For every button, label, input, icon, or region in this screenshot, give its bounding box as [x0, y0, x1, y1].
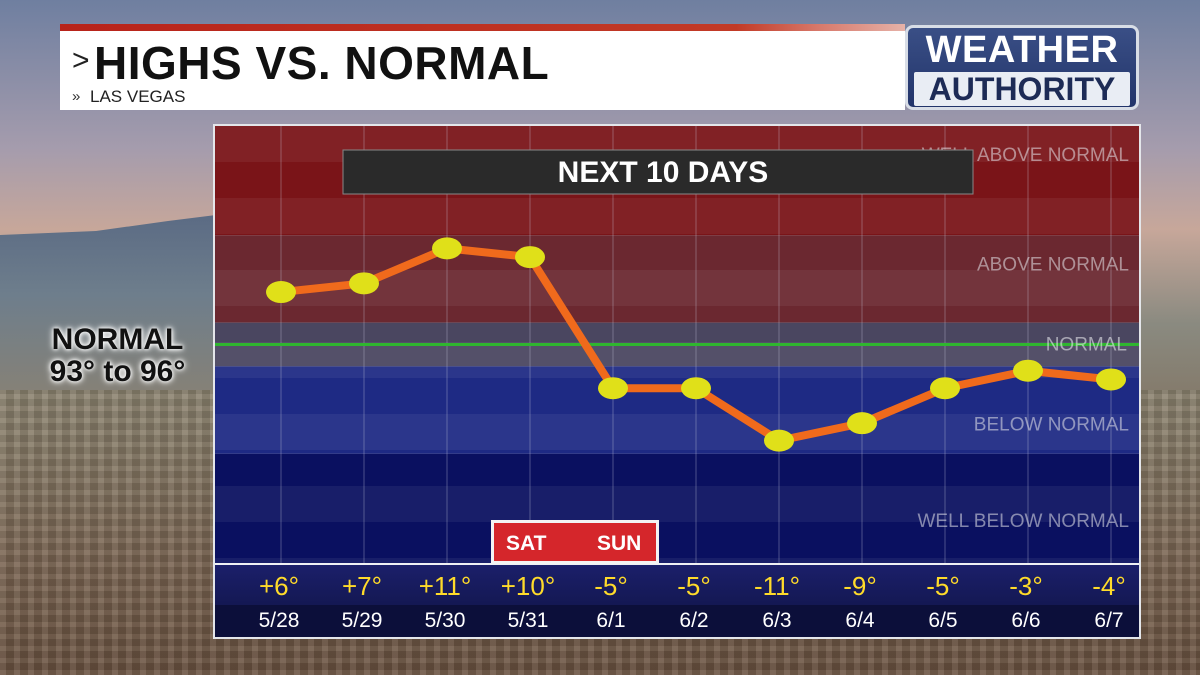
band-label: WELL ABOVE NORMAL — [922, 145, 1129, 166]
chart-title-banner — [342, 149, 974, 195]
anomaly-label: +10° — [500, 571, 556, 601]
background-mountains — [0, 215, 216, 415]
data-point-6-4 — [847, 412, 877, 435]
weekend-badge: SAT SUN — [491, 520, 659, 564]
weekend-sat-label: SAT — [506, 532, 547, 555]
data-point-6-2 — [681, 377, 711, 400]
date-label: 6/2 — [679, 609, 709, 632]
date-label: 6/7 — [1094, 609, 1124, 632]
data-point-5-28 — [266, 281, 296, 304]
weather-authority-logo: WEATHER AUTHORITY — [905, 25, 1139, 110]
anomaly-label: -5° — [926, 571, 960, 601]
chart-title: NEXT 10 DAYS — [558, 156, 769, 189]
data-point-6-6 — [1013, 359, 1043, 382]
anomaly-label: -11° — [753, 571, 801, 601]
anomaly-row — [215, 565, 1139, 605]
band-label: BELOW NORMAL — [974, 414, 1129, 435]
normal-range-legend: NORMAL 93° to 96° — [20, 324, 215, 388]
normal-legend-title: NORMAL — [51, 323, 184, 356]
anomaly-line-chart: WELL ABOVE NORMAL ABOVE NORMAL BELOW NORMA… — [215, 126, 1139, 594]
weekend-sun-label: SUN — [597, 532, 642, 555]
date-label: 5/28 — [258, 609, 300, 632]
band-label-normal: NORMAL — [1046, 335, 1127, 356]
data-point-5-29 — [349, 272, 379, 295]
daily-table: +6° 5/28 +7° 5/29 +11° 5/30 +10° 5/31 -5° 6/1 -5° 6… — [215, 565, 1139, 637]
data-point-6-3 — [764, 429, 794, 452]
band-label: WELL BELOW NORMAL — [917, 511, 1129, 532]
anomaly-label: +7° — [341, 571, 383, 601]
date-label: 6/3 — [762, 609, 792, 632]
band-stripe — [215, 414, 1139, 450]
band-stripe — [215, 342, 1139, 378]
normal-legend-range: 93° to 96° — [49, 355, 186, 388]
date-label: 5/29 — [341, 609, 383, 632]
anomaly-label: -3° — [1009, 571, 1043, 601]
date-label: 5/31 — [507, 609, 549, 632]
anomaly-label: -5° — [677, 571, 711, 601]
anomaly-label: +6° — [258, 571, 300, 601]
band-stripe — [215, 198, 1139, 234]
title-stripe — [60, 24, 905, 31]
data-point-5-30 — [432, 237, 462, 260]
anomaly-label: -4° — [1092, 571, 1126, 601]
subtitle-chevron-icon: » — [72, 88, 81, 105]
logo-line-weather: WEATHER — [925, 29, 1119, 71]
anomaly-label: -9° — [843, 571, 877, 601]
title-chevron-icon: > — [72, 44, 90, 77]
band-label: ABOVE NORMAL — [977, 254, 1129, 275]
location-subtitle: LAS VEGAS — [90, 87, 186, 106]
date-label: 6/1 — [596, 609, 626, 632]
data-point-6-5 — [930, 377, 960, 400]
anomaly-label: +11° — [418, 571, 472, 601]
data-point-6-7 — [1096, 368, 1126, 391]
logo-line-authority: AUTHORITY — [914, 72, 1130, 106]
chart-frame: WELL ABOVE NORMAL ABOVE NORMAL BELOW NORMA… — [213, 124, 1141, 639]
date-label: 5/30 — [424, 609, 466, 632]
date-row — [215, 605, 1139, 637]
title-bar: > HIGHS VS. NORMAL » LAS VEGAS — [60, 24, 905, 110]
anomaly-label: -5° — [594, 571, 628, 601]
date-label: 6/4 — [845, 609, 875, 632]
date-label: 6/6 — [1011, 609, 1041, 632]
band-well-below-normal — [215, 453, 1139, 563]
data-point-5-31 — [515, 246, 545, 269]
page-title: HIGHS VS. NORMAL — [94, 37, 550, 89]
data-point-6-1 — [598, 377, 628, 400]
band-stripe — [215, 486, 1139, 522]
date-label: 6/5 — [928, 609, 958, 632]
